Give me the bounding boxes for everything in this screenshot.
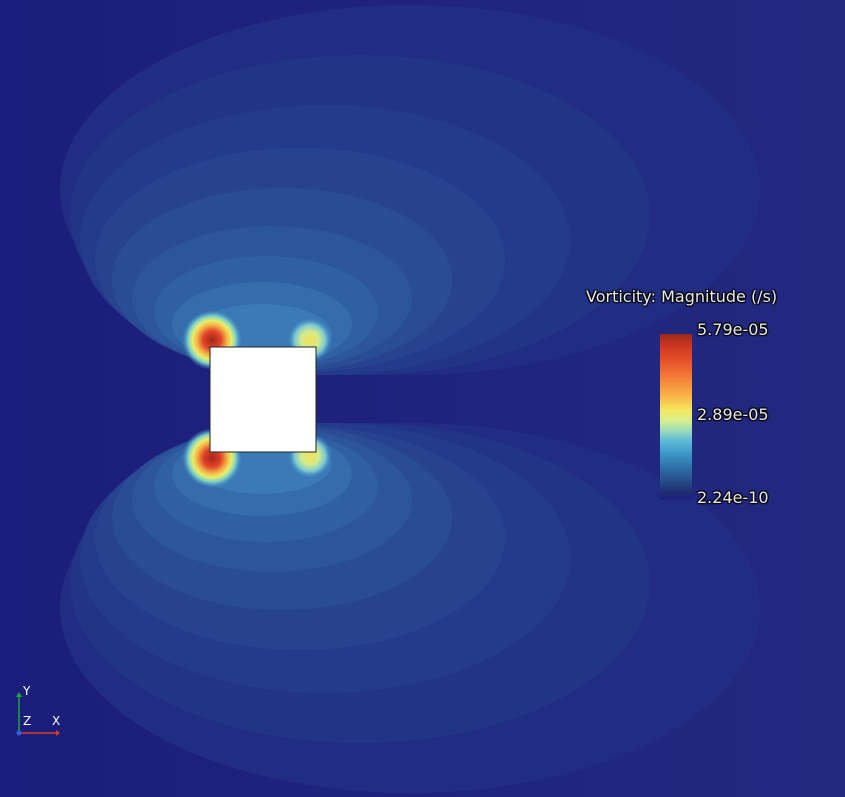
x-axis-label: X (52, 714, 61, 728)
legend-min-label: 2.24e-10 (697, 488, 769, 507)
y-axis-label: Y (23, 684, 31, 698)
legend-max-label: 5.79e-05 (697, 320, 769, 339)
legend-mid-label: 2.89e-05 (697, 405, 769, 424)
legend-title: Vorticity: Magnitude (/s) (586, 287, 778, 306)
upper-lobe (60, 5, 760, 375)
obstacle-square (209, 346, 317, 453)
orientation-triad (16, 692, 60, 736)
lower-lobe (60, 423, 760, 793)
z-axis-label: Z (23, 714, 32, 728)
color-bar (660, 334, 692, 500)
corner-hotspots (182, 310, 332, 488)
x-axis-arrow (56, 730, 60, 736)
z-axis-dot (16, 730, 22, 736)
y-axis-arrow (16, 692, 22, 697)
